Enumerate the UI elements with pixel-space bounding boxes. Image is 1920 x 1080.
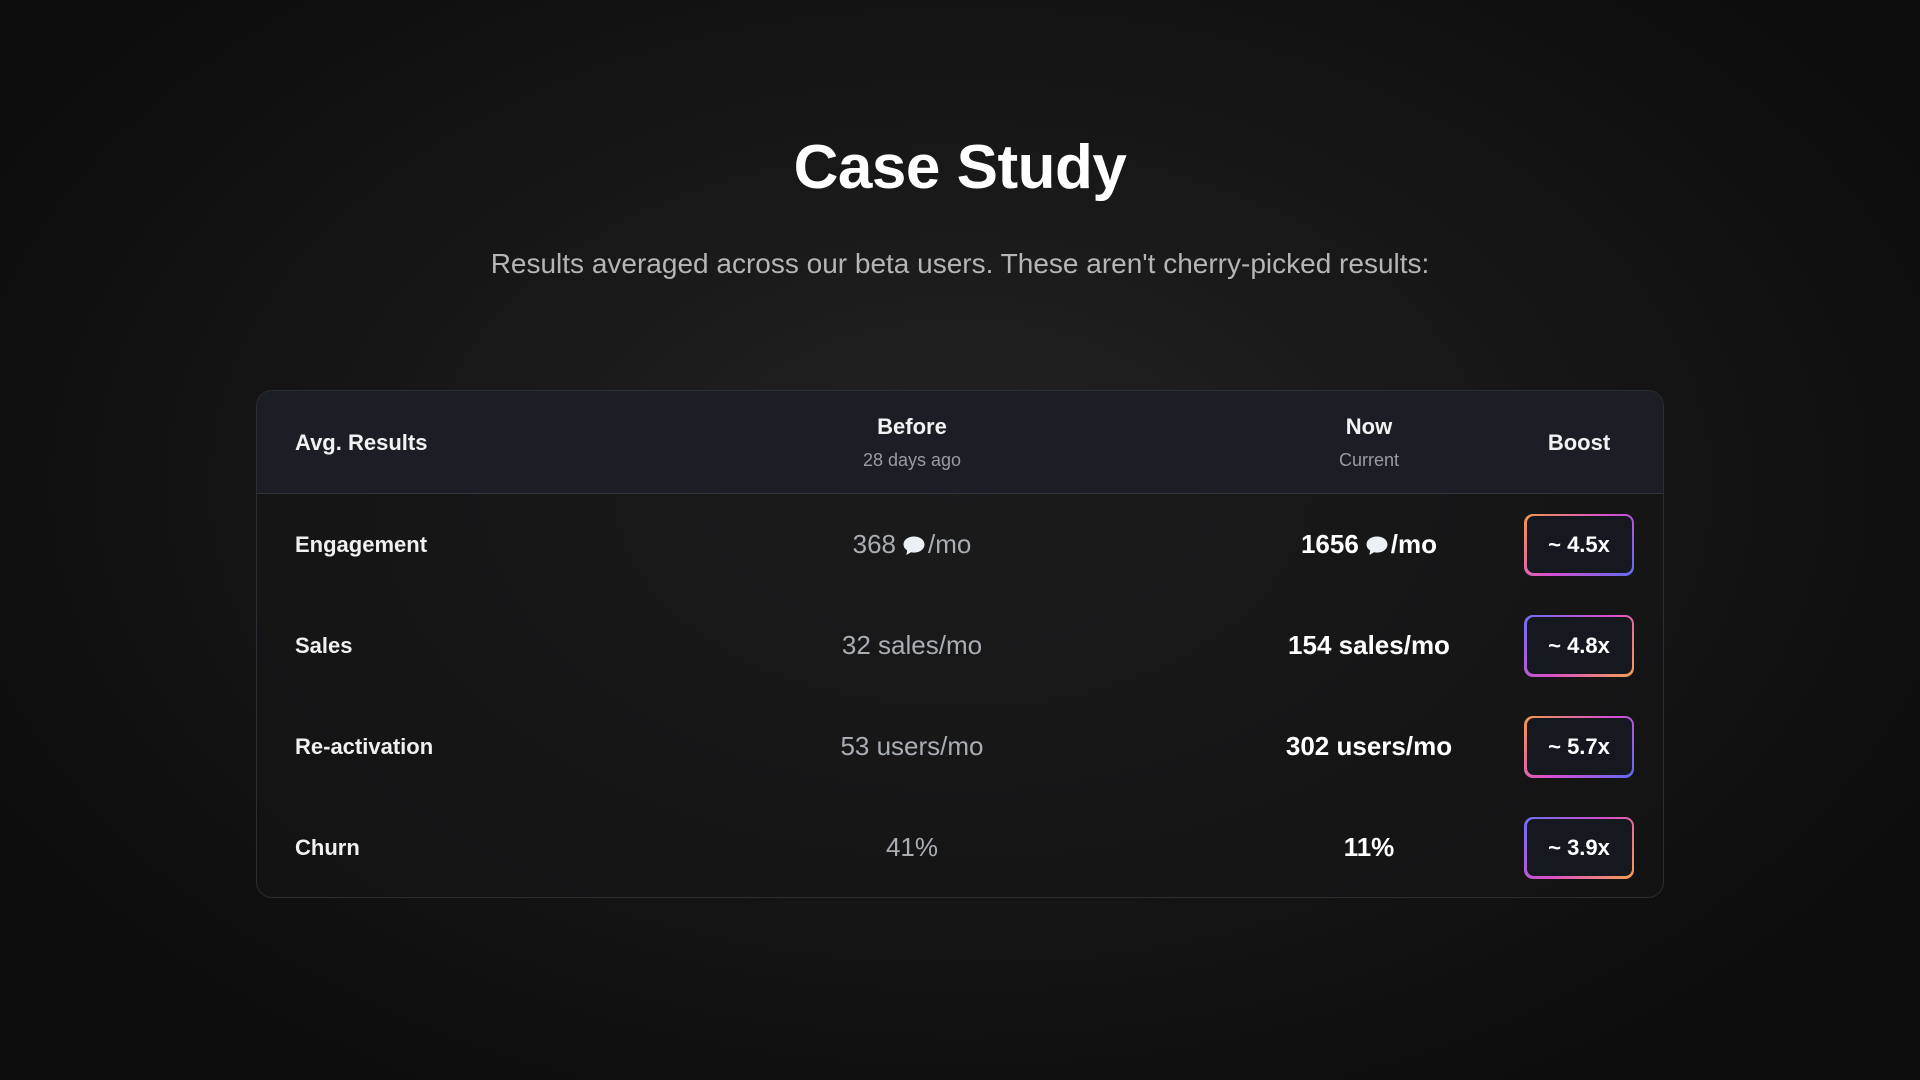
boost-badge: ~ 5.7x [1524,715,1634,778]
now-value: 1656/mo [1301,529,1437,560]
before-value: 53 users/mo [840,731,984,761]
row-now: 11% [1169,797,1569,897]
table-row: Re-activation 53 users/mo 302 users/mo ~… [257,696,1663,797]
row-boost: ~ 4.8x [1509,595,1649,696]
metric-label: Sales [295,632,353,658]
header-metric: Avg. Results [295,391,615,494]
row-before: 41% [712,797,1112,897]
header-boost-label: Boost [1547,429,1611,455]
header-before-label: Before [877,414,947,439]
header-before: Before 28 days ago [712,391,1112,494]
before-value: 32 sales/mo [841,630,983,660]
boost-value: ~ 4.5x [1526,516,1632,573]
header-now-sub: Current [1338,450,1400,470]
table-row: Churn 41% 11% ~ 3.9x [257,797,1663,897]
row-metric: Re-activation [295,696,615,797]
row-metric: Sales [295,595,615,696]
row-before: 53 users/mo [712,696,1112,797]
row-now: 154 sales/mo [1169,595,1569,696]
before-value: 368/mo [853,529,972,560]
row-boost: ~ 3.9x [1509,797,1649,897]
header-boost: Boost [1509,391,1649,494]
page-subtitle: Results averaged across our beta users. … [490,248,1430,279]
chat-bubble-icon [1365,535,1389,555]
boost-badge: ~ 4.5x [1524,513,1634,576]
boost-badge: ~ 4.8x [1524,614,1634,677]
boost-badge: ~ 3.9x [1524,816,1634,879]
page-title: Case Study [793,133,1127,202]
before-number: 368 [852,529,897,559]
row-now: 1656/mo [1169,494,1569,595]
chat-bubble-icon [902,535,926,555]
now-value: 11% [1343,832,1395,862]
header-now-label: Now [1345,414,1393,439]
row-before: 368/mo [712,494,1112,595]
now-value: 154 sales/mo [1288,630,1450,660]
now-unit: /mo [1390,529,1438,559]
table-header: Avg. Results Before 28 days ago Now Curr… [257,391,1663,494]
before-value: 41% [885,832,939,862]
results-table: Avg. Results Before 28 days ago Now Curr… [256,390,1664,898]
boost-value: ~ 5.7x [1526,718,1632,775]
table-row: Sales 32 sales/mo 154 sales/mo ~ 4.8x [257,595,1663,696]
boost-value: ~ 4.8x [1526,617,1632,674]
metric-label: Churn [295,834,360,860]
metric-label: Engagement [295,531,428,557]
row-boost: ~ 4.5x [1509,494,1649,595]
now-value: 302 users/mo [1285,731,1453,761]
before-unit: /mo [928,529,972,559]
row-boost: ~ 5.7x [1509,696,1649,797]
row-metric: Engagement [295,494,615,595]
table-row: Engagement 368/mo 1656/mo ~ 4.5x [257,494,1663,595]
metric-label: Re-activation [295,733,434,759]
now-number: 1656 [1300,529,1359,559]
row-before: 32 sales/mo [712,595,1112,696]
header-metric-label: Avg. Results [295,429,428,455]
row-metric: Churn [295,797,615,897]
row-now: 302 users/mo [1169,696,1569,797]
header-before-sub: 28 days ago [862,450,962,470]
boost-value: ~ 3.9x [1526,819,1632,876]
header-now: Now Current [1169,391,1569,494]
